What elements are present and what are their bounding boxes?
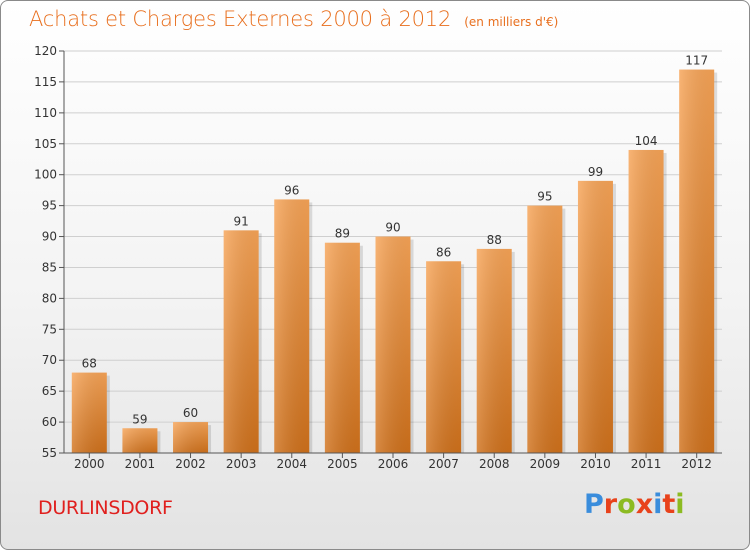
logo-letter: P [584,489,604,520]
title-row: Achats et Charges Externes 2000 à 2012 (… [29,7,558,31]
chart-title: Achats et Charges Externes 2000 à 2012 [29,7,452,31]
x-tick-label: 2001 [125,457,156,471]
bar-value-label: 91 [234,214,249,228]
bar-value-label: 86 [436,245,451,259]
logo-letter: t [662,489,676,520]
bar-highlight [527,205,563,453]
bar-highlight [375,236,411,453]
bar-value-label: 99 [588,165,603,179]
x-tick-label: 2005 [327,457,358,471]
bar-highlight [122,428,158,453]
bar-highlight [324,242,360,453]
logo-letter: r [603,489,618,520]
commune-name: DURLINSDORF [38,497,173,519]
bar-highlight [71,372,107,453]
logo-letter: i [675,489,685,520]
bar-value-label: 96 [284,183,299,197]
bar-value-label: 89 [335,227,350,241]
y-tick-label: 105 [34,137,57,151]
x-tick-label: 2008 [479,457,510,471]
x-tick-label: 2003 [226,457,257,471]
x-tick-label: 2006 [378,457,409,471]
y-tick-label: 100 [34,168,57,182]
axis-layer: 55 60 65 70 75 80 85 90 95 100 105 110 115 120 2000 200… [34,44,722,471]
bar-highlight [577,180,613,453]
x-tick-label: 2012 [681,457,712,471]
bar-value-label: 90 [385,221,400,235]
y-tick-label: 65 [42,384,57,398]
bar-value-label: 104 [635,134,658,148]
y-tick-label: 115 [34,75,57,89]
bar-highlight [223,230,259,453]
x-tick-label: 2007 [428,457,459,471]
y-tick-label: 75 [42,322,57,336]
x-tick-label: 2010 [580,457,611,471]
y-tick-label: 90 [42,230,57,244]
x-tick-label: 2002 [175,457,206,471]
bar-value-label: 68 [82,357,97,371]
x-tick-label: 2000 [74,457,105,471]
y-tick-label: 55 [42,446,57,460]
logo-letter: o [617,489,636,520]
bar-highlight [628,149,664,453]
y-tick-label: 120 [34,44,57,58]
bar-highlight [679,69,715,454]
proxiti-logo[interactable]: Proxiti [584,489,685,520]
y-tick-label: 95 [42,199,57,213]
y-tick-label: 70 [42,353,57,367]
bar-value-label: 88 [487,233,502,247]
bar-value-label: 95 [537,190,552,204]
bar-highlight [476,248,512,453]
bar-highlight [173,422,209,453]
bars-layer: 68 59 60 91 96 89 90 86 88 95 99 104 117 [71,54,718,454]
logo-letter: x [635,489,654,520]
bar-value-label: 59 [132,412,147,426]
y-tick-label: 110 [34,106,57,120]
y-tick-label: 80 [42,291,57,305]
logo-letter: i [653,489,663,520]
bar-value-label: 117 [685,54,708,68]
bar-value-label: 60 [183,406,198,420]
x-tick-label: 2004 [276,457,307,471]
chart-unit: (en milliers d'€) [464,15,559,29]
bar-highlight [274,199,310,453]
y-tick-label: 85 [42,260,57,274]
bar-highlight [426,261,462,453]
y-tick-label: 60 [42,415,57,429]
x-tick-label: 2011 [631,457,662,471]
x-tick-label: 2009 [530,457,561,471]
